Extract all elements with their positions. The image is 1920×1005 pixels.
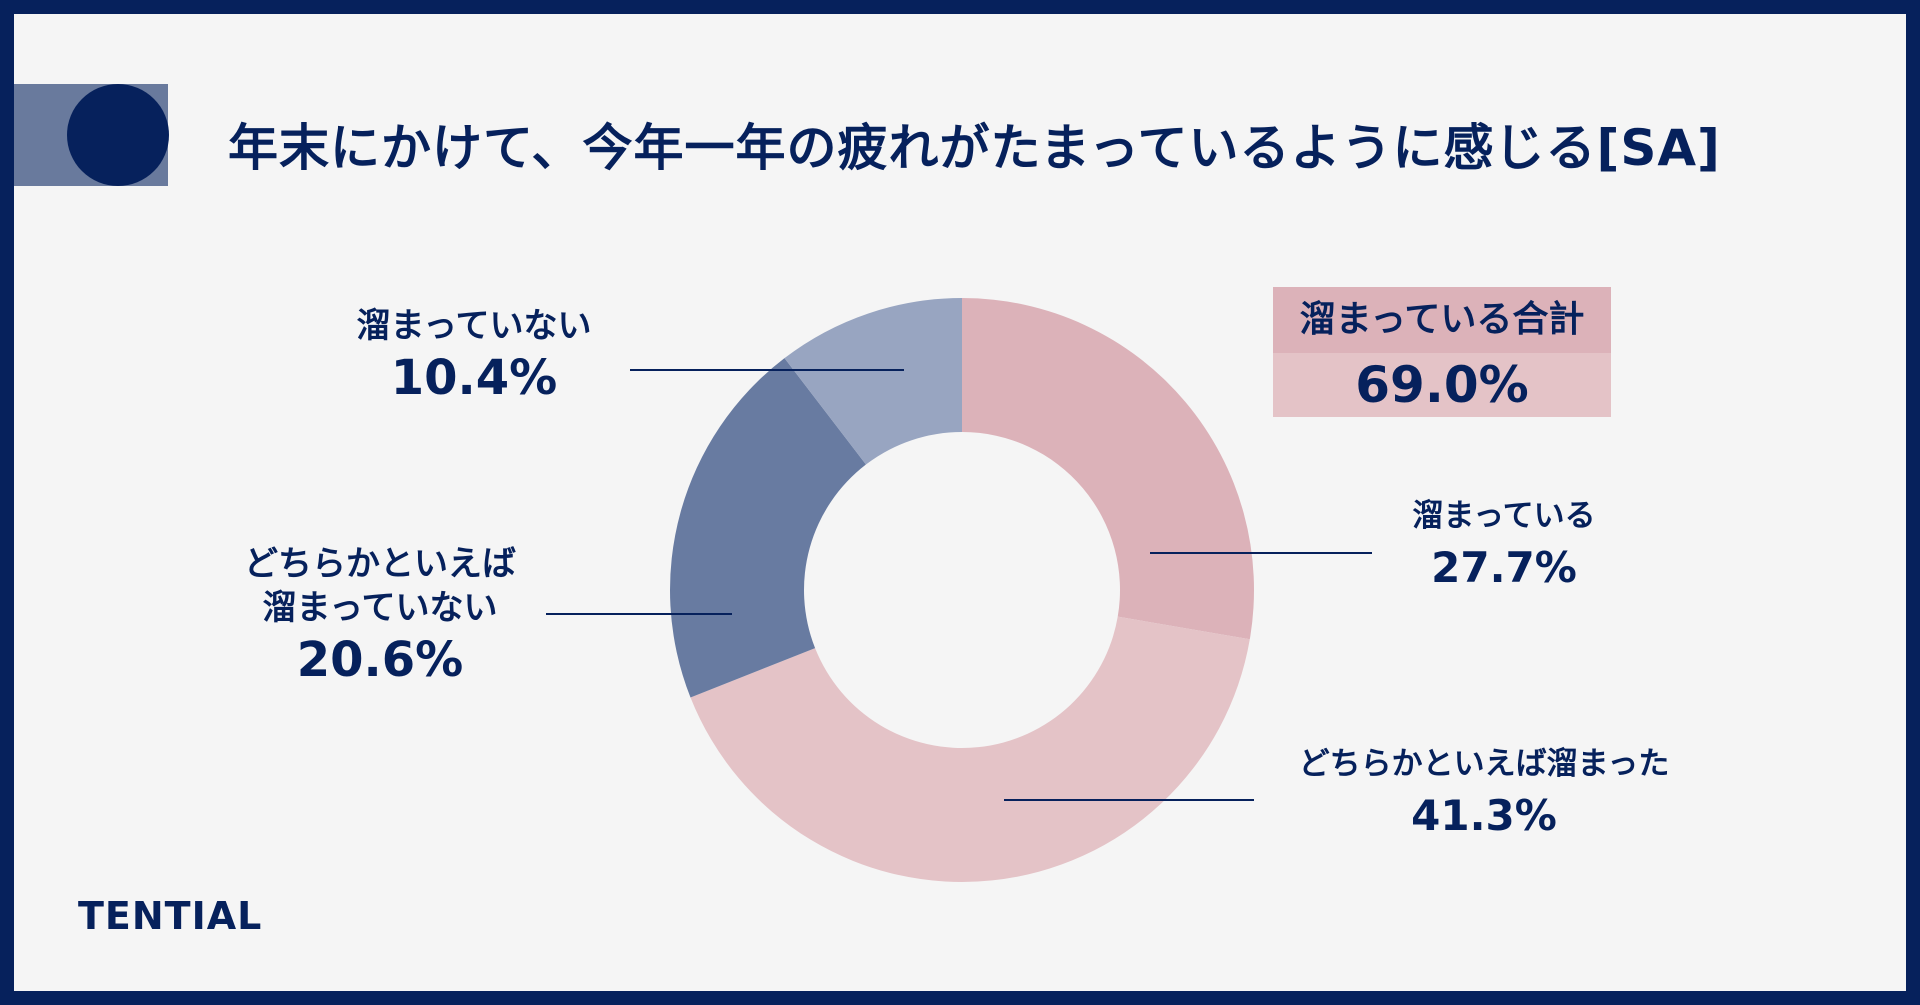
slice-name: どちらかといえば 溜まっていない [244,544,516,628]
slice-value: 10.4% [390,350,558,406]
donut-slice-3 [784,298,962,465]
summary-value: 69.0% [1273,353,1611,417]
donut-slice-2 [670,358,866,698]
donut-slice-1 [690,616,1250,882]
slice-label-tamatteiru: 溜まっている 27.7% [1354,494,1654,598]
slice-value: 41.3% [1411,791,1557,840]
brand-logo: TENTIAL [78,894,263,938]
donut-slice-0 [962,298,1254,640]
slice-label-dochiraka-tamatta: どちらかといえば溜まった 41.3% [1254,742,1714,846]
slice-label-tamatteinai: 溜まっていない 10.4% [304,304,644,408]
summary-label: 溜まっている合計 [1273,287,1611,353]
chart-card: 年末にかけて、今年一年の疲れがたまっているように感じる[SA] 溜まっている 2… [14,14,1906,991]
slice-name: 溜まっていない [356,306,592,346]
donut-chart [546,298,1372,882]
title-accent-circle [67,84,169,186]
slice-value: 20.6% [296,632,464,688]
chart-title: 年末にかけて、今年一年の疲れがたまっているように感じる[SA] [228,119,1721,177]
slice-value: 27.7% [1431,543,1577,592]
slice-name: どちらかといえば溜まった [1298,746,1670,782]
summary-box: 溜まっている合計 69.0% [1273,287,1611,417]
slice-label-dochiraka-tamatteinai: どちらかといえば 溜まっていない 20.6% [200,542,560,690]
slice-name: 溜まっている [1412,498,1596,534]
